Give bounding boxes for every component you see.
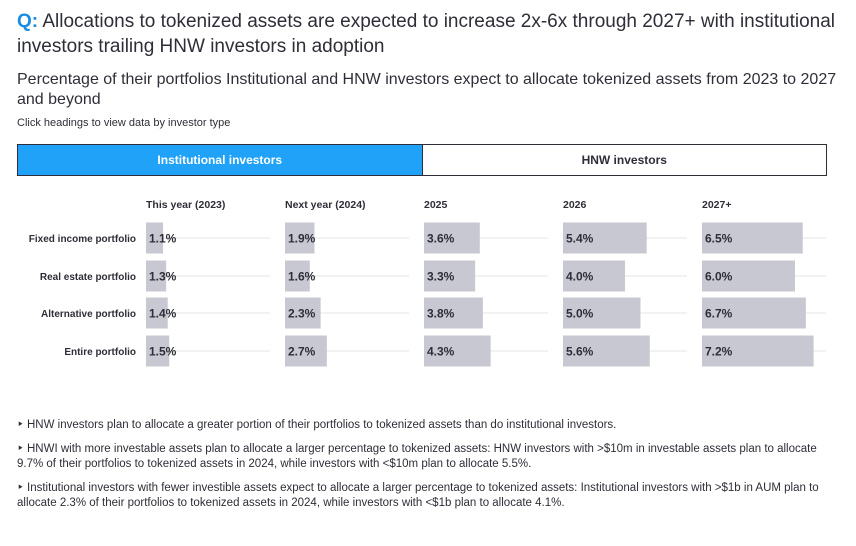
investor-type-tabs: Institutional investors HNW investors <box>17 144 827 176</box>
data-label: 3.3% <box>427 270 455 284</box>
bar <box>146 260 167 292</box>
bar <box>702 335 814 367</box>
row-label: Fixed income portfolio <box>29 234 136 245</box>
column-header: 2026 <box>563 199 587 211</box>
finding-text: HNW investors plan to allocate a greater… <box>27 419 617 431</box>
bar <box>285 335 327 367</box>
tab-institutional-investors[interactable]: Institutional investors <box>18 145 422 175</box>
question-prefix: Q: <box>17 11 39 32</box>
data-label: 3.6% <box>427 232 455 246</box>
bar <box>563 335 650 367</box>
data-label: 5.4% <box>566 232 594 246</box>
key-findings: ‣ HNW investors plan to allocate a great… <box>17 418 832 520</box>
allocation-chart: Fixed income portfolio Real estate portfo… <box>29 199 826 367</box>
bar <box>285 297 321 329</box>
column-header: 2025 <box>424 199 448 211</box>
bar <box>285 260 310 292</box>
finding-item: ‣ HNWI with more investable assets plan … <box>17 442 832 472</box>
data-label: 7.2% <box>705 345 733 359</box>
bar <box>702 222 803 254</box>
bar <box>285 222 315 254</box>
data-label: 5.0% <box>566 307 594 321</box>
bar <box>563 297 641 329</box>
finding-text: Institutional investors with fewer inves… <box>17 482 819 509</box>
bar <box>146 297 168 329</box>
row-label: Real estate portfolio <box>40 272 136 283</box>
bar <box>424 222 480 254</box>
column-header: This year (2023) <box>146 199 225 211</box>
instruction-text: Click headings to view data by investor … <box>17 117 231 129</box>
bullet-arrow-icon: ‣ <box>17 482 24 494</box>
bar <box>424 297 483 329</box>
data-label: 5.6% <box>566 345 594 359</box>
data-label: 1.5% <box>149 345 177 359</box>
bar <box>424 335 491 367</box>
question-title: Q: Allocations to tokenized assets are e… <box>17 9 837 59</box>
finding-item: ‣ HNW investors plan to allocate a great… <box>17 418 832 433</box>
finding-item: ‣ Institutional investors with fewer inv… <box>17 481 832 511</box>
bullet-arrow-icon: ‣ <box>17 419 24 431</box>
row-label: Alternative portfolio <box>41 309 136 320</box>
bar <box>146 222 164 254</box>
data-label: 4.3% <box>427 345 455 359</box>
column-header: Next year (2024) <box>285 199 366 211</box>
data-label: 2.3% <box>288 307 316 321</box>
chart-subtitle: Percentage of their portfolios Instituti… <box>17 71 837 108</box>
bar <box>424 260 476 292</box>
data-label: 6.0% <box>705 270 733 284</box>
data-label: 4.0% <box>566 270 594 284</box>
data-label: 1.1% <box>149 232 177 246</box>
data-label: 1.4% <box>149 307 177 321</box>
data-label: 2.7% <box>288 345 316 359</box>
bar <box>563 260 625 292</box>
finding-text: HNWI with more investable assets plan to… <box>17 443 817 470</box>
data-label: 1.9% <box>288 232 316 246</box>
bar <box>702 260 795 292</box>
bar <box>146 335 170 367</box>
question-text: Allocations to tokenized assets are expe… <box>17 11 836 57</box>
row-label: Entire portfolio <box>64 347 136 358</box>
bullet-arrow-icon: ‣ <box>17 443 24 455</box>
bar <box>563 222 647 254</box>
data-label: 1.3% <box>149 270 177 284</box>
bar <box>702 297 806 329</box>
column-header: 2027+ <box>702 199 732 211</box>
data-label: 1.6% <box>288 270 316 284</box>
data-label: 6.7% <box>705 307 733 321</box>
data-label: 3.8% <box>427 307 455 321</box>
data-label: 6.5% <box>705 232 733 246</box>
tab-hnw-investors[interactable]: HNW investors <box>421 145 826 175</box>
